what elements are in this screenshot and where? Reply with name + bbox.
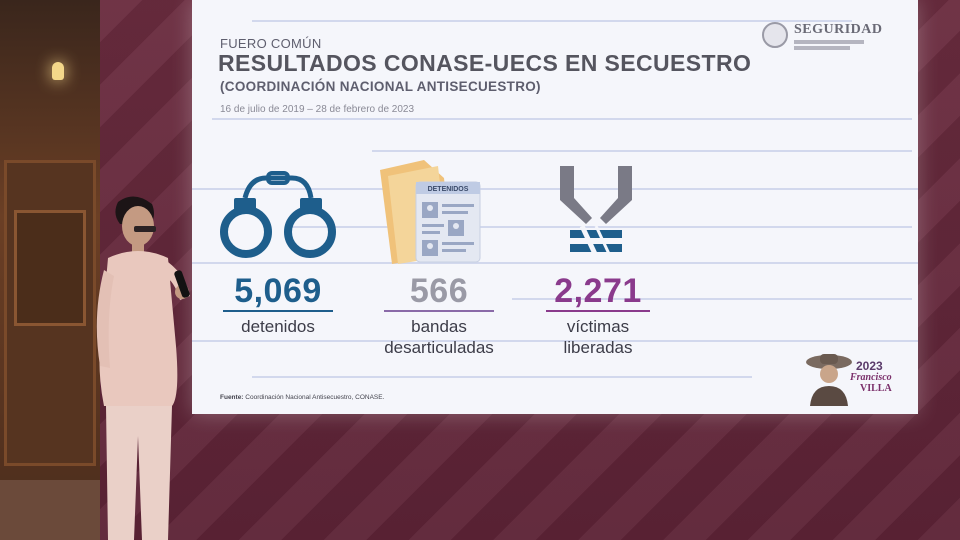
scanline — [192, 188, 918, 190]
stat-victimas: 2,271 víctimas liberadas — [538, 274, 658, 358]
seguridad-logo: SEGURIDAD — [762, 20, 902, 52]
presenter-figure — [96, 196, 190, 540]
floor — [0, 480, 100, 540]
wooden-door-wall — [0, 0, 100, 540]
badge-name-2: VILLA — [860, 383, 892, 394]
stat-label-line2: liberadas — [563, 338, 633, 357]
stat-divider — [546, 310, 650, 312]
scanline — [192, 262, 918, 264]
stat-label: víctimas — [566, 317, 630, 336]
stat-divider — [384, 310, 494, 312]
badge-year: 2023 — [856, 359, 883, 373]
folder-label: DETENIDOS — [428, 186, 469, 193]
stat-label: detenidos — [241, 317, 315, 336]
coat-of-arms-icon — [762, 22, 788, 48]
stat-bandas: 566 bandas desarticuladas — [368, 274, 510, 358]
scanline — [192, 340, 918, 342]
stat-detenidos: 5,069 detenidos — [214, 274, 342, 337]
stat-value: 5,069 — [234, 272, 322, 310]
freed-hands-icon — [560, 166, 632, 258]
presentation-screen: FUERO COMÚN RESULTADOS CONASE-UECS EN SE… — [192, 0, 918, 414]
logo-tagline — [794, 46, 850, 50]
source-label: Fuente: — [220, 394, 244, 401]
scanline — [212, 118, 912, 120]
wall-lamp — [52, 62, 64, 80]
scanline — [252, 376, 752, 378]
door-inner-panel — [14, 210, 86, 326]
slide-subtitle: (COORDINACIÓN NACIONAL ANTISECUESTRO) — [220, 79, 541, 94]
stat-label-line2: desarticuladas — [384, 338, 494, 357]
stat-label: bandas — [411, 317, 467, 336]
date-range: 16 de julio de 2019 – 28 de febrero de 2… — [220, 104, 415, 115]
logo-tagline — [794, 40, 864, 44]
slide-kicker: FUERO COMÚN — [220, 36, 322, 51]
source-text: Coordinación Nacional Antisecuestro, CON… — [245, 394, 385, 401]
source-note: Fuente: Coordinación Nacional Antisecues… — [220, 394, 384, 401]
folder-icon: DETENIDOS — [380, 160, 481, 264]
badge-name: Francisco — [850, 372, 892, 383]
stat-divider — [223, 310, 333, 312]
villa-portrait-icon — [806, 354, 852, 406]
villa-2023-badge: 2023 Francisco VILLA — [804, 350, 900, 406]
handcuffs-icon — [220, 171, 336, 258]
scanline — [372, 150, 912, 152]
slide-title: RESULTADOS CONASE-UECS EN SECUESTRO — [218, 50, 752, 76]
scanline — [292, 226, 912, 228]
scanline — [512, 298, 912, 300]
scanline — [252, 20, 852, 22]
logo-text: SEGURIDAD — [794, 22, 883, 37]
stat-value: 2,271 — [554, 272, 642, 310]
stat-value: 566 — [409, 272, 469, 310]
